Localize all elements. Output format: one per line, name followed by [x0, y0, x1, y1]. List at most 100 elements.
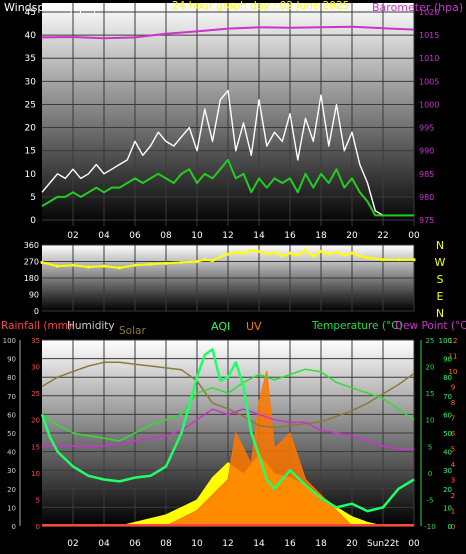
uv-tick-label: 12	[449, 337, 458, 345]
x-tick-label: 14	[253, 539, 265, 549]
aqi-tick-label: 10	[443, 504, 452, 512]
legend-solar: Solar	[119, 325, 146, 337]
rain-tick-label: 20	[31, 417, 40, 425]
direction-point	[164, 261, 168, 265]
direction-grid	[42, 244, 415, 312]
rain-tick-label: 5	[36, 496, 40, 504]
x-tick-label: 10	[191, 539, 203, 549]
x-tick-label: 06	[129, 539, 141, 549]
wind-series	[41, 25, 415, 217]
humidity-tick-label: 20	[7, 486, 16, 494]
uv-tick-label: 0	[451, 523, 455, 531]
legend-aqi: AQI	[211, 320, 230, 333]
x-tick-label: 12	[222, 539, 233, 549]
temp-tick-label: 10	[426, 417, 435, 425]
direction-point	[241, 251, 246, 255]
x-tick-label: 04	[98, 539, 110, 549]
x-tick-label: 08	[160, 539, 172, 549]
compass-label: E	[437, 290, 444, 303]
direction-point	[234, 250, 238, 254]
wind-title: Windspeed (kph)	[4, 1, 97, 14]
direction-point	[86, 265, 91, 269]
legend-humidity: Humidity	[67, 320, 115, 332]
direction-point	[203, 258, 207, 262]
direction-point	[365, 256, 370, 260]
direction-point	[148, 262, 153, 266]
aqi-tick-label: 70	[443, 393, 452, 401]
temp-tick-label: 25	[426, 337, 435, 345]
humidity-tick-label: 0	[12, 523, 16, 531]
humidity-tick-label: 50	[7, 430, 16, 438]
rain-tick-label: 10	[31, 470, 40, 478]
y-right-tick-label: 1020	[419, 8, 439, 17]
legend-temperature: Temperature (°C)	[311, 320, 403, 332]
aqi-tick-label: 80	[443, 374, 452, 382]
direction-point	[55, 264, 60, 268]
direction-point	[249, 248, 253, 253]
rain-tick-label: 0	[36, 523, 40, 531]
direction-point	[179, 260, 184, 265]
y-right-tick-label: 990	[419, 147, 434, 156]
x-tick-label: 00	[408, 231, 420, 241]
direction-point	[218, 255, 222, 259]
rain-tick-label: 25	[31, 390, 40, 398]
y-right-tick-label: 980	[419, 193, 434, 202]
graph-title: 24 hour graph day : 02 June 2025	[172, 0, 349, 12]
wind-panel: 0510152025303540459759809859909951000100…	[25, 3, 439, 241]
direction-point	[342, 253, 346, 257]
temperature-series	[40, 348, 415, 527]
x-tick-label: 18	[315, 231, 327, 241]
temp-tick-label: -5	[427, 496, 434, 504]
temp-tick-label: -10	[424, 523, 435, 531]
x-tick-label: 04	[98, 231, 110, 241]
temp-tick-label: 15	[426, 390, 435, 398]
humidity-tick-label: 60	[7, 411, 16, 419]
humidity-tick-label: 100	[3, 337, 16, 345]
aqi-tick-label: 0	[448, 523, 452, 531]
uv-tick-label: 5	[451, 446, 455, 454]
uv-tick-label: 2	[451, 492, 455, 500]
aqi-tick-label: 50	[443, 430, 452, 438]
y-right-tick-label: 995	[419, 124, 434, 133]
direction-point	[381, 258, 385, 262]
y-right-tick-label: 1010	[419, 54, 439, 63]
direction-point	[296, 253, 300, 257]
aqi-tick-label: 30	[443, 467, 452, 475]
direction-point	[40, 260, 44, 265]
y-right-tick-label: 1015	[419, 31, 439, 40]
direction-point	[303, 248, 308, 253]
humidity-tick-label: 40	[7, 449, 16, 457]
x-tick-label: 18	[315, 539, 327, 549]
compass-label: N	[436, 307, 444, 320]
y-left-tick-label: 10	[25, 170, 37, 180]
direction-point	[412, 258, 416, 262]
direction-point	[226, 252, 230, 256]
x-tick-label: 00	[408, 539, 420, 549]
y-right-tick-label: 1005	[419, 77, 439, 86]
uv-tick-label: 6	[451, 430, 456, 438]
y-left-tick-label: 40	[25, 31, 37, 41]
direction-point	[327, 252, 331, 256]
humidity-tick-label: 30	[7, 467, 16, 475]
direction-series	[40, 248, 416, 270]
direction-point	[334, 250, 339, 254]
x-tick-label: 10	[191, 231, 203, 241]
legend-uv: UV	[246, 320, 262, 333]
direction-point	[195, 259, 199, 264]
x-tick-label: 16	[284, 231, 296, 241]
y-left-tick-label: 270	[24, 258, 39, 267]
x-tick-label: 16	[284, 539, 296, 549]
compass-label: W	[435, 256, 446, 269]
aqi-tick-label: 20	[443, 486, 452, 494]
temp-tick-label: 20	[426, 364, 435, 372]
y-left-tick-label: 15	[25, 147, 36, 157]
uv-tick-label: 9	[451, 384, 455, 392]
direction-point	[280, 254, 284, 258]
y-left-tick-label: 25	[25, 100, 36, 110]
x-tick-label: 02	[67, 231, 78, 241]
temperature-ticks: 010203040506070809010005101520253035-10-…	[3, 337, 458, 549]
y-right-tick-label: 1000	[419, 100, 439, 109]
